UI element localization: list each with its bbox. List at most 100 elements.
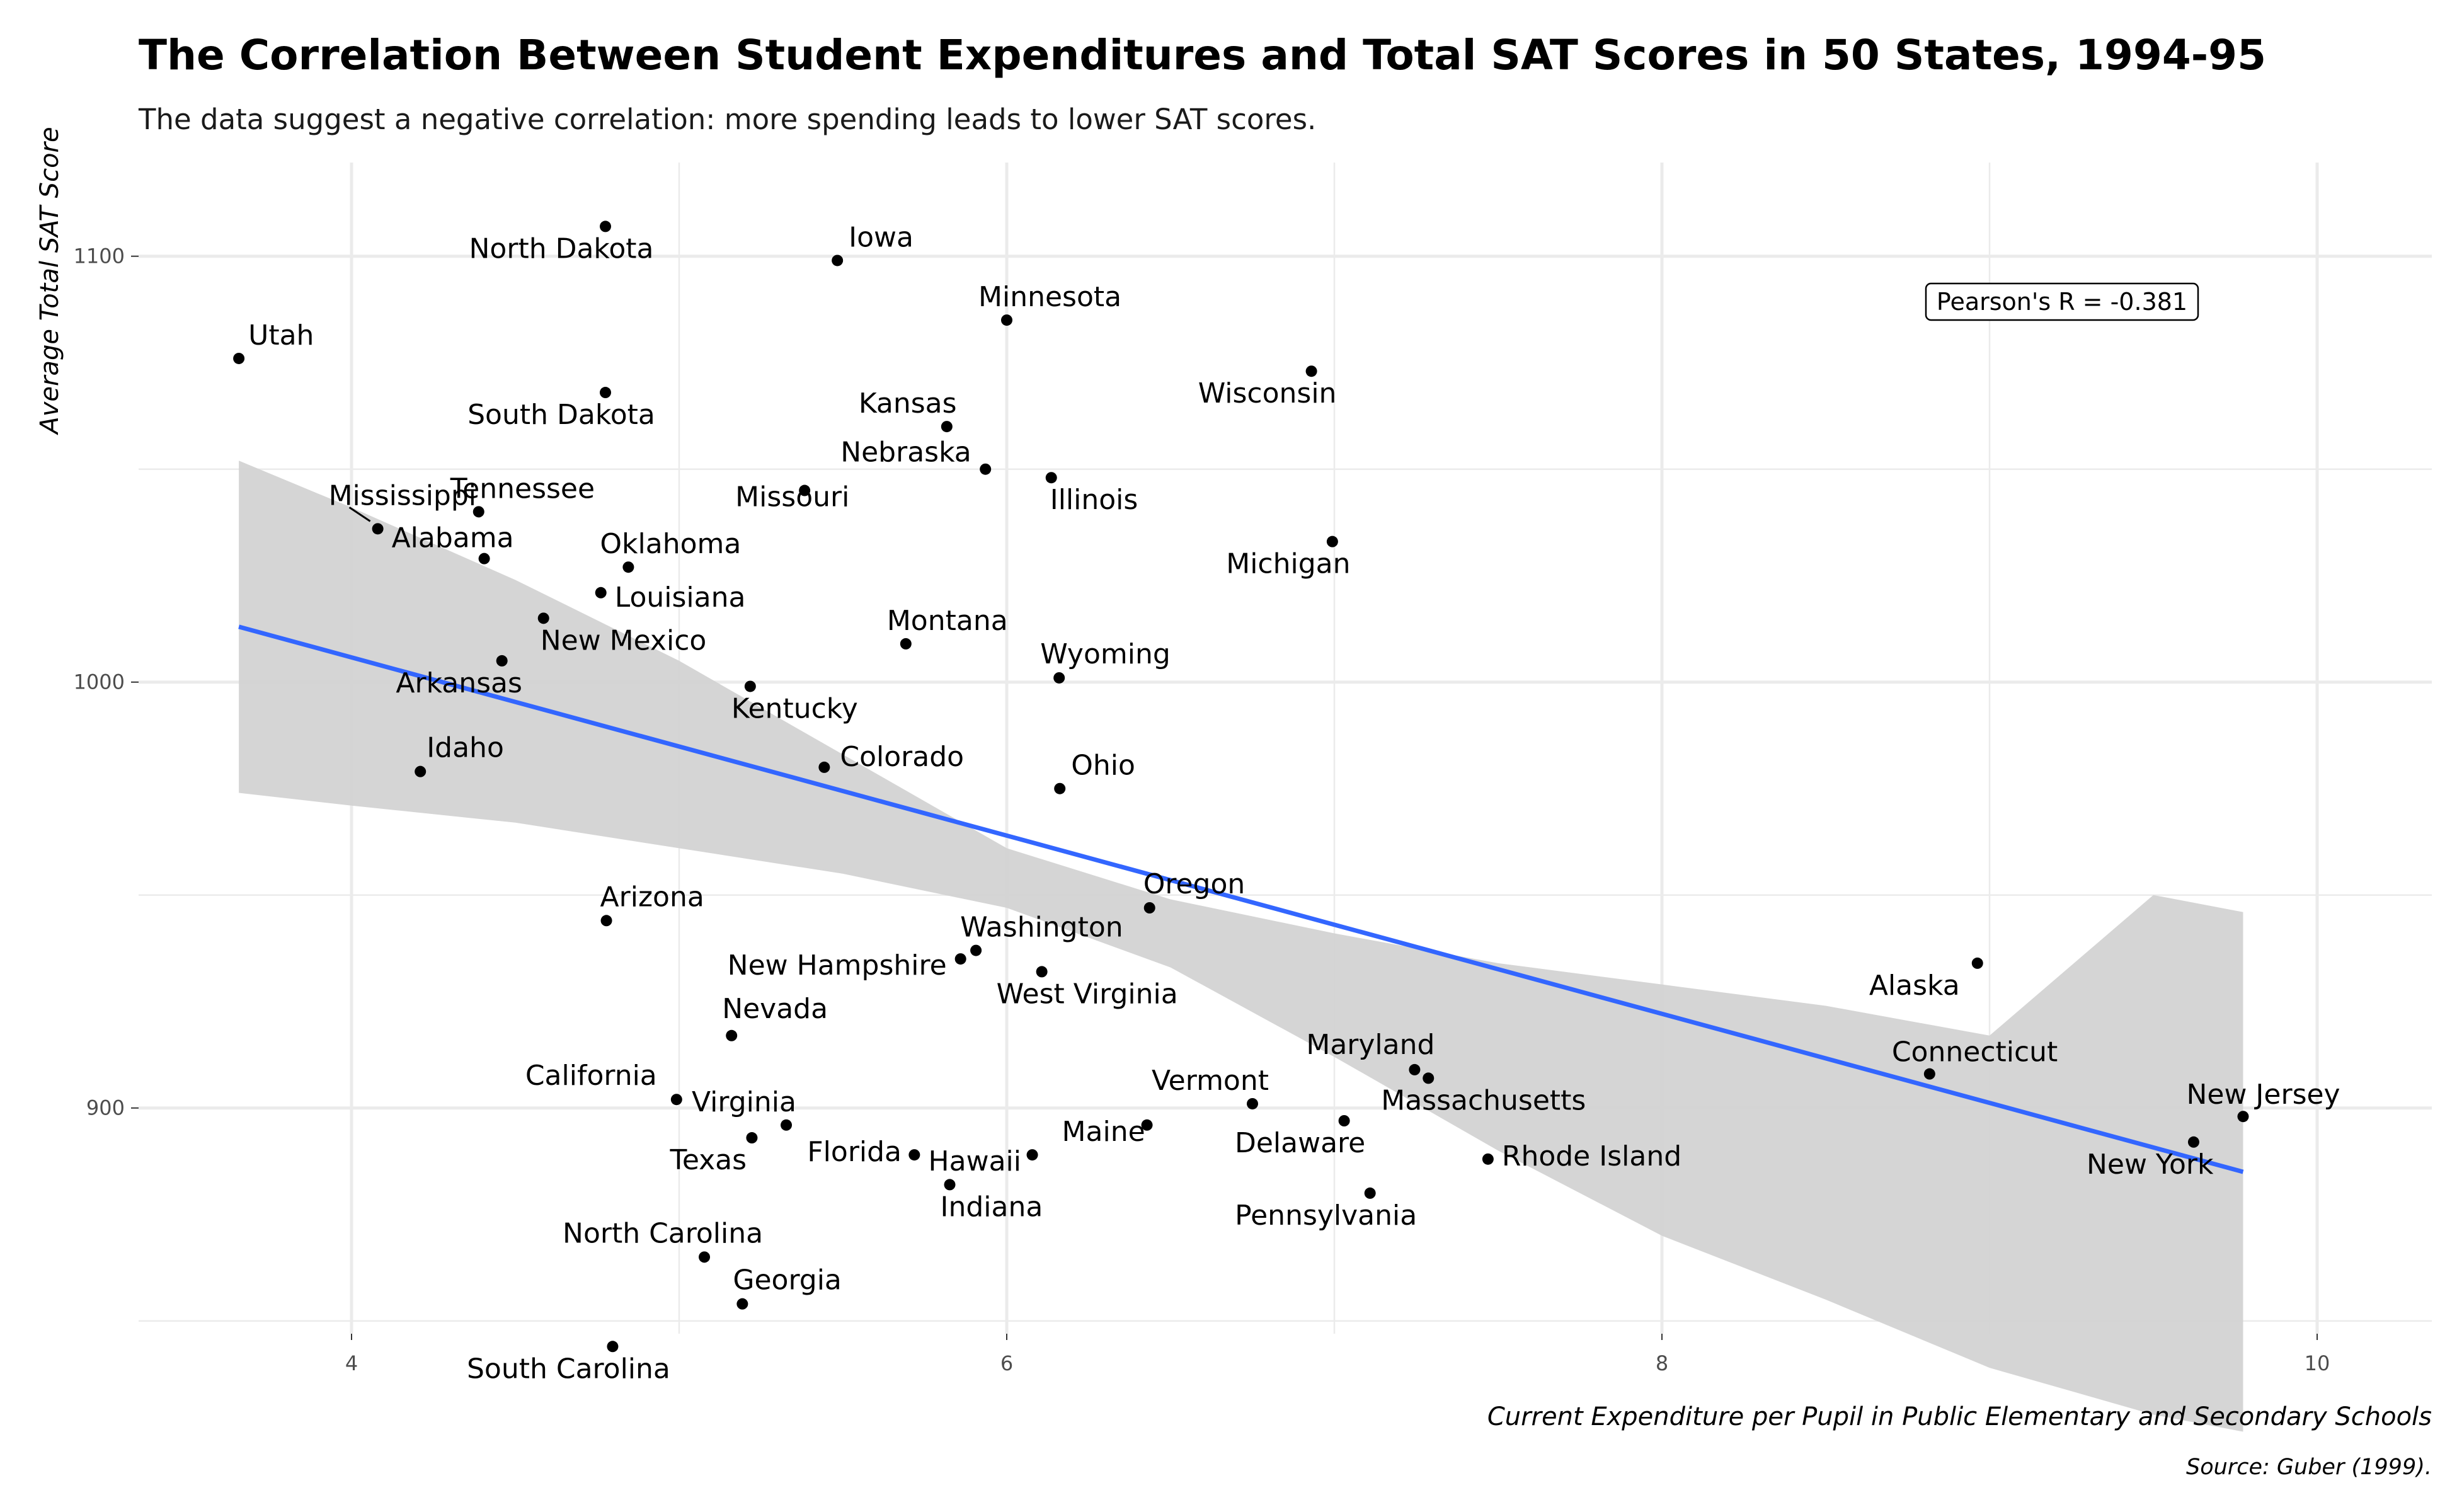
label-arizona: Arizona [600, 881, 704, 913]
label-mississippi: Mississippi [329, 479, 476, 512]
points-layer [233, 220, 2249, 1353]
point-michigan [1326, 536, 1338, 547]
point-iowa [832, 255, 844, 266]
point-maine [1141, 1119, 1153, 1131]
label-nevada: Nevada [722, 993, 828, 1025]
point-kansas [941, 421, 953, 433]
point-hawaii [1026, 1149, 1038, 1161]
point-wyoming [1053, 672, 1065, 684]
label-oregon: Oregon [1143, 868, 1246, 900]
point-north-dakota [600, 220, 611, 232]
point-virginia [781, 1119, 793, 1131]
chart-title: The Correlation Between Student Expendit… [139, 31, 2266, 79]
point-minnesota [1001, 314, 1012, 326]
point-delaware [1338, 1115, 1350, 1126]
label-hawaii: Hawaii [929, 1145, 1021, 1177]
label-florida: Florida [807, 1136, 902, 1168]
label-arkansas: Arkansas [396, 667, 522, 699]
label-georgia: Georgia [733, 1264, 842, 1297]
label-rhode-island: Rhode Island [1502, 1140, 1681, 1172]
y-tick-label: 1100 [74, 244, 125, 268]
x-tick-label: 4 [345, 1351, 358, 1375]
chart-subtitle: The data suggest a negative correlation:… [138, 103, 1316, 136]
annotation-text: Pearson's R = -0.381 [1937, 288, 2187, 316]
label-ohio: Ohio [1071, 750, 1135, 782]
ticks-layer: 4 6 8 10 900 1000 1100 [74, 244, 2330, 1375]
point-montana [900, 638, 912, 650]
label-new-jersey: New Jersey [2186, 1079, 2340, 1111]
point-west-virginia [1036, 966, 1048, 978]
point-new-york [2187, 1136, 2199, 1148]
annotation-box [1925, 282, 2199, 321]
label-massachusetts: Massachusetts [1381, 1084, 1586, 1116]
point-south-carolina [607, 1341, 619, 1353]
point-nevada [726, 1029, 738, 1041]
point-connecticut [1923, 1068, 1935, 1080]
label-kansas: Kansas [859, 387, 957, 420]
label-illinois: Illinois [1050, 484, 1138, 516]
point-north-carolina [699, 1251, 711, 1263]
label-alaska: Alaska [1869, 970, 1960, 1002]
label-wyoming: Wyoming [1040, 638, 1171, 670]
point-colorado [818, 761, 830, 773]
pearson-annotation: Pearson's R = -0.381 [1925, 282, 2199, 321]
chart-caption: Source: Guber (1999). [2186, 1455, 2432, 1480]
label-new-mexico: New Mexico [541, 624, 707, 656]
label-colorado: Colorado [840, 741, 964, 773]
label-north-carolina: North Carolina [563, 1217, 763, 1249]
label-minnesota: Minnesota [978, 281, 1121, 313]
point-alabama [478, 553, 490, 564]
point-ohio [1054, 782, 1066, 794]
label-maryland: Maryland [1306, 1029, 1435, 1061]
point-rhode-island [1482, 1153, 1494, 1165]
point-new-mexico [537, 612, 549, 624]
label-south-dakota: South Dakota [467, 399, 655, 431]
point-arizona [600, 915, 612, 927]
x-tick-label: 8 [1656, 1351, 1668, 1375]
label-nebraska: Nebraska [840, 437, 971, 469]
label-louisiana: Louisiana [615, 581, 746, 614]
label-kentucky: Kentucky [731, 692, 858, 724]
x-tick-label: 6 [1000, 1351, 1013, 1375]
point-illinois [1045, 472, 1057, 484]
label-vermont: Vermont [1152, 1065, 1269, 1097]
point-indiana [944, 1179, 956, 1191]
label-utah: Utah [248, 319, 314, 352]
label-tennessee: Tennessee [450, 472, 595, 505]
label-pennsylvania: Pennsylvania [1235, 1200, 1417, 1232]
label-new-york: New York [2087, 1148, 2214, 1181]
point-wisconsin [1305, 365, 1317, 377]
point-nebraska [980, 463, 992, 475]
point-idaho [415, 765, 427, 777]
point-missouri [799, 484, 811, 496]
label-delaware: Delaware [1235, 1127, 1365, 1159]
point-massachusetts [1423, 1072, 1435, 1084]
y-tick-label: 900 [86, 1096, 125, 1120]
label-leader-line [348, 507, 371, 522]
point-florida [908, 1149, 920, 1161]
label-south-carolina: South Carolina [467, 1353, 670, 1385]
point-vermont [1247, 1097, 1258, 1109]
label-texas: Texas [669, 1144, 747, 1176]
point-oklahoma [622, 561, 634, 573]
point-oregon [1143, 902, 1155, 914]
label-west-virginia: West Virginia [997, 978, 1178, 1010]
y-tick-label: 1000 [74, 670, 125, 694]
regression-line [238, 624, 2244, 1174]
label-wisconsin: Wisconsin [1198, 377, 1337, 410]
label-north-dakota: North Dakota [469, 232, 654, 265]
label-oklahoma: Oklahoma [600, 528, 741, 560]
labels-layer: Alabama Alaska Arizona Arkansas California Co… [248, 221, 2340, 1385]
point-georgia [736, 1298, 748, 1310]
point-kentucky [744, 680, 756, 692]
label-new-hampshire: New Hampshire [728, 949, 947, 982]
x-axis-title: Current Expenditure per Pupil in Public … [1487, 1402, 2432, 1431]
point-washington [970, 944, 982, 956]
label-california: California [525, 1060, 657, 1092]
point-pennsylvania [1364, 1187, 1376, 1199]
label-connecticut: Connecticut [1892, 1036, 2058, 1068]
label-michigan: Michigan [1226, 548, 1350, 580]
point-texas [746, 1132, 758, 1144]
